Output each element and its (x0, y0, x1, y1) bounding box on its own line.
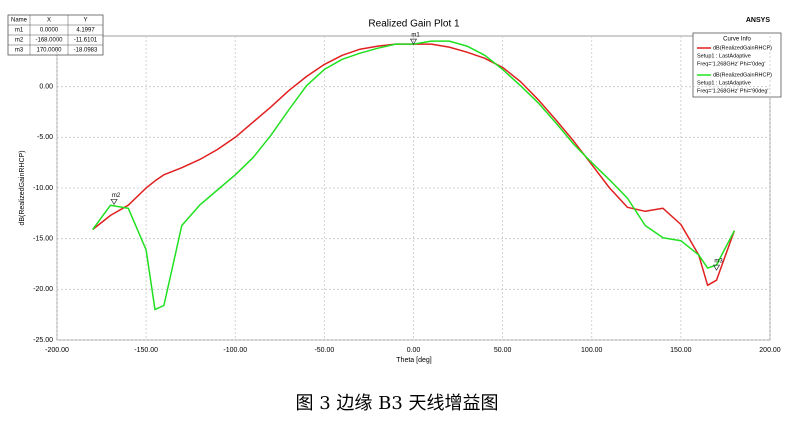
table-cell: -168.0000 (35, 38, 63, 44)
brand: ANSYS (746, 17, 770, 24)
legend-setup: Setup1 : LastAdaptive (697, 53, 751, 59)
y-tick-label: -10.00 (33, 185, 53, 192)
y-tick-label: -15.00 (33, 236, 53, 243)
marker-label: m3 (714, 259, 723, 265)
table-cell: -18.0983 (74, 48, 98, 54)
y-tick-label: -20.00 (33, 286, 53, 293)
table-cell: m3 (15, 48, 24, 54)
caption: 图 3 边缘 B3 天线增益图 (295, 393, 498, 414)
legend-setup: Setup1 : LastAdaptive (697, 80, 751, 86)
x-tick-label: -50.00 (314, 347, 334, 354)
x-tick-label: 150.00 (670, 347, 692, 354)
table-cell: 170.0000 (36, 48, 62, 54)
legend-info: Freq='1.268GHz' Phi='90deg' (697, 88, 768, 94)
marker (110, 198, 118, 205)
table-cell: m2 (15, 38, 24, 44)
x-axis-label: Theta [deg] (396, 357, 431, 364)
table-header: X (47, 18, 51, 24)
y-tick-label: -5.00 (37, 134, 53, 141)
legend-info: Freq='1.268GHz' Phi='0deg' (697, 61, 765, 67)
table-cell: 0.0000 (40, 28, 59, 34)
marker-label: m1 (411, 33, 420, 39)
table-cell: m1 (15, 28, 24, 34)
y-axis-label: dB(RealizedGainRHCP) (19, 150, 26, 225)
x-tick-label: -150.00 (134, 347, 158, 354)
x-tick-label: 100.00 (581, 347, 603, 354)
table-header: Y (83, 18, 87, 24)
table-cell: -11.6101 (74, 38, 98, 44)
legend: Curve Info dB(RealizedGainRHCP) Setup1 : … (692, 32, 782, 98)
table-cell: 4.1997 (76, 28, 95, 34)
marker (409, 38, 418, 45)
x-tick-label: -200.00 (45, 347, 69, 354)
marker (712, 264, 721, 271)
table-header: Name (11, 18, 28, 24)
y-tick-label: 0.00 (39, 84, 53, 91)
marker-label: m2 (112, 193, 121, 199)
x-tick-label: 50.00 (494, 347, 512, 354)
x-tick-label: 200.00 (759, 347, 781, 354)
chart-title: Realized Gain Plot 1 (368, 19, 460, 30)
x-tick-label: 0.00 (407, 347, 421, 354)
legend-label: dB(RealizedGainRHCP) (713, 45, 772, 51)
y-tick-label: -25.00 (33, 337, 53, 344)
legend-title: Curve Info (723, 37, 751, 43)
legend-label: dB(RealizedGainRHCP) (713, 72, 772, 78)
marker-table: Name X Ym1 0.0000 4.1997 m2 -168.0000 -11.6101 m… (7, 14, 104, 56)
x-tick-label: -100.00 (223, 347, 247, 354)
